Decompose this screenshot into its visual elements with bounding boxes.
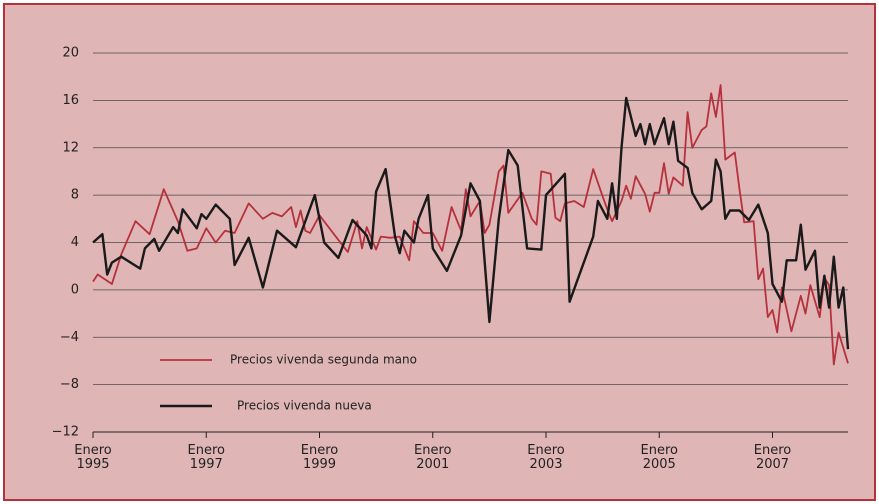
line-series: [92, 84, 849, 366]
x-tick-label: Enero 2005: [640, 443, 678, 472]
y-tick-label: 8: [71, 188, 79, 203]
y-tick-label: −8: [60, 377, 79, 392]
x-tick-label: Enero 2003: [527, 443, 565, 472]
x-tick-label: Enero 2007: [753, 443, 792, 472]
background: [3, 3, 876, 501]
line-series: [92, 96, 850, 350]
x-tick-label: Enero 1995: [74, 443, 112, 472]
y-tick-label: 20: [62, 46, 79, 61]
y-tick-label: 0: [71, 282, 79, 297]
x-tick-label: Enero 2001: [414, 443, 452, 472]
legend-label: Precios vivenda nueva: [237, 399, 372, 413]
y-tick-label: 12: [62, 140, 79, 155]
y-tick-label: 4: [71, 235, 79, 250]
legend-label: Precios vivenda segunda mano: [230, 353, 417, 367]
y-tick-label: 16: [62, 93, 79, 108]
y-tick-label: −4: [60, 330, 79, 345]
y-tick-label: −12: [52, 425, 79, 440]
x-tick-label: Enero 1999: [300, 443, 339, 472]
x-tick-label: Enero 1997: [187, 443, 225, 472]
